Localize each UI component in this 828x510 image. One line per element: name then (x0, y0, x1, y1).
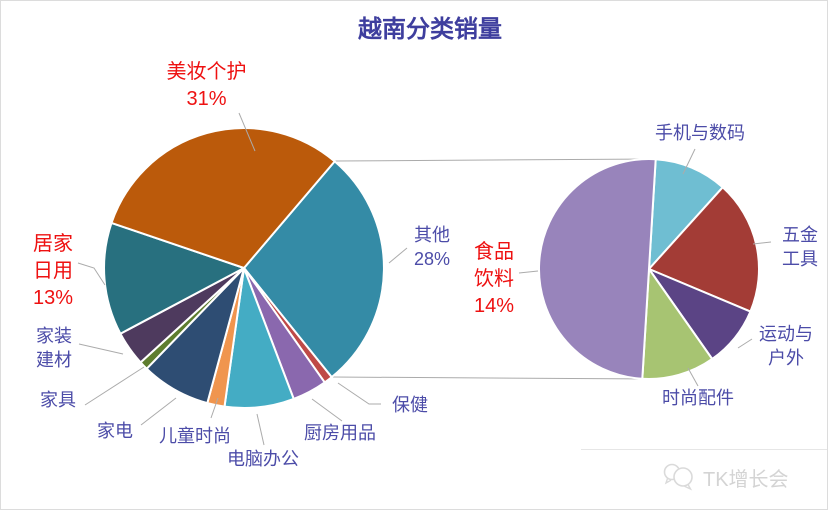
watermark-text: TK增长会 (703, 468, 789, 491)
leader-appliances (140, 397, 177, 426)
pie-slice-other (243, 160, 385, 379)
leader-health (337, 382, 381, 405)
leader-food-beverage (518, 270, 539, 274)
leader-fashion-accessories (687, 367, 699, 387)
label-furniture: 家具 (40, 390, 76, 410)
leader-kids-fashion (210, 397, 219, 419)
leader-phone-digital (682, 148, 696, 175)
pie-slice-home-daily (103, 221, 245, 335)
leader-home-daily (77, 262, 106, 286)
main-pie (103, 127, 385, 409)
label-sports-outdoor: 运动与 户外 (759, 324, 813, 368)
label-beauty: 美妆个护 31% (166, 61, 247, 110)
label-computer-office: 电脑办公 (227, 449, 299, 469)
chart-title: 越南分类销量 (358, 16, 502, 43)
pie-slice-fashion-accessories (641, 268, 714, 380)
watermark-divider (581, 449, 827, 450)
leader-sports-outdoor (737, 338, 753, 349)
label-food-beverage: 食品 饮料 14% (473, 241, 515, 317)
label-appliances: 家电 (97, 421, 133, 441)
series-connector-top-line (334, 158, 650, 162)
leader-computer-office (256, 413, 265, 446)
label-hardware-tools: 五金 工具 (782, 225, 818, 269)
pie-slice-beauty (110, 127, 336, 269)
label-phone-digital: 手机与数码 (655, 123, 745, 143)
leader-other (388, 247, 408, 264)
label-home-improvement: 家装 建材 (36, 326, 72, 370)
leader-furniture (84, 366, 145, 406)
label-home-daily: 居家 日用 13% (32, 233, 74, 309)
label-kitchen: 厨房用品 (304, 423, 376, 443)
chat-bubbles-icon (663, 463, 693, 491)
label-kids-fashion: 儿童时尚 (159, 426, 231, 446)
label-fashion-accessories: 时尚配件 (662, 388, 734, 408)
breakdown-pie (538, 158, 760, 380)
label-health: 保健 (392, 395, 428, 415)
pie-slice-food-beverage (538, 158, 657, 380)
leader-hardware-tools (752, 241, 772, 245)
label-other: 其他 28% (413, 225, 451, 269)
leader-kitchen (311, 398, 343, 422)
leader-home-improvement (78, 343, 124, 355)
series-connector-bottom-line (331, 376, 650, 380)
watermark: TK增长会 (661, 457, 825, 497)
pie-slice-phone-digital (648, 158, 724, 270)
leader-beauty (238, 112, 256, 152)
